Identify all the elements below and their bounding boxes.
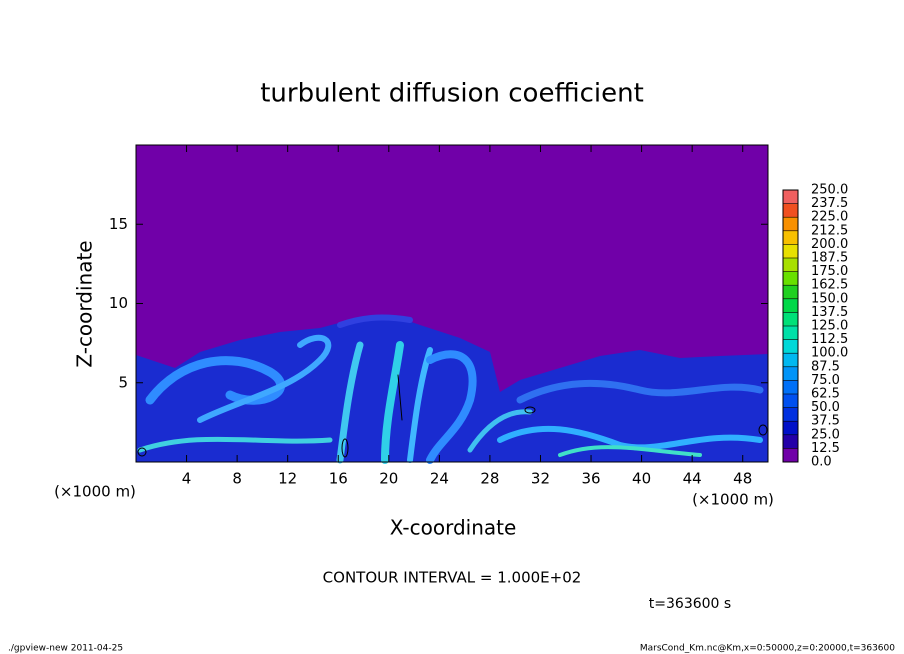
colorbar-label: 225.0 [811,210,848,225]
x-tick-label: 40 [632,470,651,488]
colorbar-label: 137.5 [811,305,848,320]
x-tick-label: 4 [182,470,192,488]
contour-interval: CONTOUR INTERVAL = 1.000E+02 [323,569,582,587]
y-tick-label: 10 [109,294,128,312]
colorbar-swatch [783,353,798,367]
colorbar-swatch [783,434,798,449]
x-tick-label: 8 [232,470,242,488]
colorbar-label: 200.0 [811,237,848,252]
x-tick-label: 24 [430,470,449,488]
colorbar-swatch [783,394,798,408]
time-label: t=363600 s [649,596,731,612]
colorbar-swatch [783,366,798,381]
colorbar-swatch [783,407,798,422]
x-tick-label: 16 [329,470,348,488]
colorbar-label: 175.0 [811,264,848,279]
colorbar-label: 25.0 [811,427,840,442]
x-tick-label: 48 [733,470,752,488]
colorbar-label: 0.0 [811,455,832,470]
colorbar-swatch [783,421,798,435]
colorbar-swatch [783,244,798,258]
x-tick-label: 12 [278,470,297,488]
colorbar-swatch [783,258,798,272]
field [136,314,768,464]
colorbar-swatch [783,190,798,204]
x-tick-label: 28 [480,470,499,488]
footer-right: MarsCond_Km.nc@Km,x=0:50000,z=0:20000,t=… [640,644,895,654]
colorbar-label: 50.0 [811,400,840,415]
colorbar-swatch [783,312,798,326]
colorbar-label: 162.5 [811,278,848,293]
chart-title: turbulent diffusion coefficient [260,79,644,109]
colorbar-label: 237.5 [811,196,848,211]
x-tick-label: 32 [531,470,550,488]
colorbar-label: 12.5 [811,441,840,456]
colorbar-swatch [783,326,798,340]
footer-left: ./gpview-new 2011-04-25 [8,644,123,654]
colorbar-swatch [783,448,798,462]
x-tick-label: 36 [581,470,600,488]
colorbar-label: 100.0 [811,346,848,361]
colorbar-label: 112.5 [811,332,848,347]
colorbar-swatch [783,230,798,245]
colorbar-label: 150.0 [811,291,848,306]
colorbar-label: 187.5 [811,251,848,266]
y-axis-label: Z-coordinate [73,240,97,367]
y-unit: (×1000 m) [54,483,136,501]
colorbar-label: 250.0 [811,183,848,198]
colorbar-label: 125.0 [811,319,848,334]
colorbar-label: 62.5 [811,387,840,402]
colorbar-swatch [783,298,798,313]
colorbar-swatch [783,203,798,218]
x-axis-label: X-coordinate [390,516,517,540]
y-tick-label: 5 [118,373,128,391]
colorbar-label: 212.5 [811,223,848,238]
colorbar-label: 87.5 [811,359,840,374]
colorbar-label: 75.0 [811,373,840,388]
colorbar-swatch [783,217,798,231]
colorbar-swatch [783,271,798,286]
colorbar-swatch [783,285,798,299]
colorbar-swatch [783,380,798,394]
x-tick-label: 44 [683,470,702,488]
x-tick-label: 20 [379,470,398,488]
y-tick-label: 15 [109,215,128,233]
colorbar-swatch [783,339,798,354]
x-unit: (×1000 m) [692,491,774,509]
colorbar-label: 37.5 [811,414,840,429]
